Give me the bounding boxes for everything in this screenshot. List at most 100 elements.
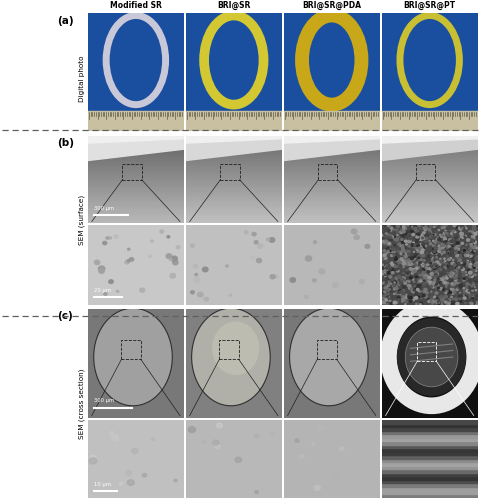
Bar	[317, 340, 336, 359]
Circle shape	[398, 236, 401, 238]
Circle shape	[423, 246, 424, 247]
Circle shape	[409, 300, 412, 302]
Circle shape	[474, 243, 475, 244]
Circle shape	[456, 282, 459, 284]
Circle shape	[444, 260, 445, 262]
Circle shape	[384, 272, 387, 274]
Circle shape	[466, 287, 468, 288]
Circle shape	[468, 264, 470, 266]
Circle shape	[470, 295, 471, 296]
Circle shape	[463, 236, 465, 238]
Circle shape	[476, 260, 479, 262]
Circle shape	[445, 282, 449, 285]
Circle shape	[475, 290, 477, 291]
Circle shape	[166, 254, 172, 258]
Circle shape	[413, 290, 415, 291]
Bar	[284, 111, 380, 132]
Circle shape	[451, 272, 454, 275]
Circle shape	[460, 286, 462, 288]
Circle shape	[445, 294, 448, 296]
Circle shape	[473, 296, 474, 297]
Circle shape	[432, 282, 435, 285]
Circle shape	[152, 438, 155, 440]
Circle shape	[409, 227, 412, 229]
Circle shape	[412, 292, 414, 293]
Circle shape	[415, 234, 418, 235]
Circle shape	[417, 284, 420, 287]
Circle shape	[468, 266, 471, 267]
Circle shape	[387, 278, 388, 280]
Circle shape	[392, 268, 395, 272]
Bar	[88, 159, 184, 160]
Circle shape	[384, 269, 386, 271]
Circle shape	[474, 245, 477, 248]
Circle shape	[474, 286, 475, 288]
Bar	[186, 196, 282, 197]
Bar	[382, 200, 478, 202]
Circle shape	[466, 282, 469, 285]
Circle shape	[458, 227, 461, 229]
Circle shape	[444, 276, 446, 278]
Circle shape	[459, 228, 462, 230]
Bar	[382, 12, 478, 111]
Bar	[382, 154, 478, 156]
Circle shape	[428, 300, 430, 302]
Circle shape	[442, 227, 443, 228]
Circle shape	[476, 225, 478, 226]
Circle shape	[451, 236, 454, 238]
Circle shape	[130, 258, 133, 261]
Circle shape	[451, 289, 452, 290]
Circle shape	[443, 252, 444, 254]
Circle shape	[421, 254, 422, 256]
Circle shape	[404, 248, 405, 249]
Circle shape	[425, 279, 426, 280]
Circle shape	[412, 226, 413, 228]
Circle shape	[407, 250, 410, 252]
Circle shape	[455, 298, 457, 300]
Bar	[284, 183, 380, 185]
Circle shape	[426, 292, 428, 294]
Circle shape	[389, 274, 391, 276]
Circle shape	[453, 248, 456, 251]
Circle shape	[468, 233, 471, 235]
Circle shape	[383, 256, 385, 258]
Circle shape	[431, 264, 432, 266]
Circle shape	[198, 292, 203, 297]
Circle shape	[451, 272, 453, 274]
Bar	[186, 160, 282, 162]
Bar	[382, 466, 478, 469]
Circle shape	[476, 230, 477, 232]
Circle shape	[403, 272, 404, 274]
Circle shape	[440, 232, 441, 234]
Circle shape	[149, 255, 151, 258]
Circle shape	[403, 266, 405, 268]
Circle shape	[401, 290, 403, 292]
Bar	[186, 178, 282, 180]
Bar	[88, 216, 184, 218]
Circle shape	[420, 251, 423, 254]
Circle shape	[407, 272, 409, 275]
Circle shape	[431, 299, 432, 300]
Circle shape	[405, 300, 408, 302]
Text: SEM (surface): SEM (surface)	[79, 196, 85, 246]
Circle shape	[226, 265, 228, 267]
Circle shape	[271, 482, 276, 486]
Circle shape	[414, 264, 416, 266]
Circle shape	[445, 258, 447, 260]
Bar	[382, 142, 478, 143]
Circle shape	[384, 283, 385, 284]
Circle shape	[381, 282, 384, 284]
Bar	[284, 150, 380, 152]
Bar	[284, 199, 380, 200]
Circle shape	[381, 284, 384, 286]
Circle shape	[472, 270, 474, 272]
Circle shape	[381, 235, 383, 236]
Circle shape	[428, 268, 431, 270]
Bar	[382, 159, 478, 160]
Circle shape	[402, 234, 405, 236]
Circle shape	[437, 265, 439, 267]
Circle shape	[393, 229, 394, 230]
Circle shape	[385, 278, 387, 280]
Circle shape	[295, 439, 299, 442]
Circle shape	[420, 294, 423, 296]
